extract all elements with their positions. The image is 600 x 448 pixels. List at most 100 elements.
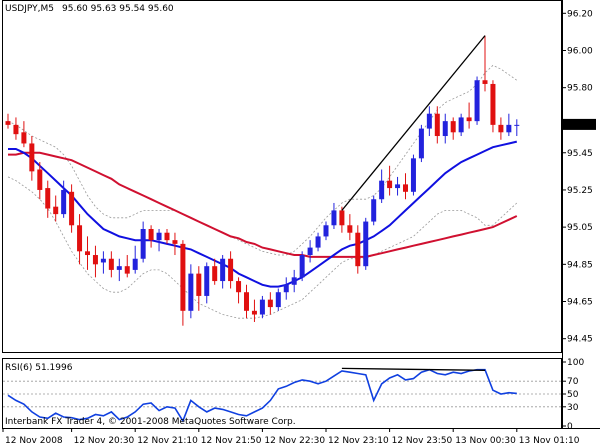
price-tick-label: 94.45 xyxy=(567,335,593,345)
time-tick-label: 12 Nov 23:50 xyxy=(392,436,453,446)
candle xyxy=(418,124,424,163)
price-badge-text: 95.60 xyxy=(567,121,593,131)
candle-body xyxy=(514,124,520,126)
candle-body xyxy=(442,121,448,137)
candle xyxy=(307,240,313,263)
candle xyxy=(450,117,456,140)
candle xyxy=(506,113,512,137)
candle-body xyxy=(220,258,226,282)
candle xyxy=(466,102,472,129)
candle-body xyxy=(275,292,281,308)
price-tick-label: 95.80 xyxy=(567,84,593,94)
candle xyxy=(116,258,122,282)
candle-body xyxy=(291,277,297,285)
rsi-tick-label: 50 xyxy=(567,390,579,400)
moving-averages xyxy=(8,140,518,288)
candle-body xyxy=(323,225,329,237)
candle-body xyxy=(212,266,218,282)
candle xyxy=(244,284,249,319)
candle-body xyxy=(363,221,369,267)
candle-body xyxy=(5,121,11,125)
candle xyxy=(132,245,138,274)
fast-ma-line xyxy=(8,140,518,288)
price-panel-frame xyxy=(2,0,562,353)
candle-body xyxy=(331,210,337,226)
candle xyxy=(339,206,345,233)
candle-body xyxy=(474,80,480,122)
candle-body xyxy=(140,228,146,259)
candle xyxy=(403,173,408,200)
candle-body xyxy=(37,169,43,190)
candle-body xyxy=(45,188,51,209)
candle-body xyxy=(156,232,162,241)
price-tick-label: 95.45 xyxy=(567,149,593,159)
rsi-tick-label: 70 xyxy=(567,377,579,387)
candle-body xyxy=(379,180,385,200)
candle-body xyxy=(29,143,35,172)
candle xyxy=(228,251,234,289)
price-trendline xyxy=(341,35,486,211)
rsi-axis: 100 70 50 30 0 xyxy=(3,358,584,432)
candle-body xyxy=(506,124,512,133)
candle xyxy=(251,299,257,322)
trendline-layer[interactable] xyxy=(341,35,486,211)
candle-body xyxy=(204,266,210,296)
candle-body xyxy=(259,299,265,315)
candle xyxy=(85,236,90,270)
price-tick-label: 96.20 xyxy=(567,9,593,19)
candle xyxy=(172,232,178,256)
candle-body xyxy=(498,124,504,133)
candle xyxy=(61,180,67,218)
rsi-line xyxy=(7,368,517,423)
candle-body xyxy=(236,281,242,293)
candle xyxy=(29,136,35,181)
candle-body xyxy=(196,273,202,296)
candle xyxy=(37,162,43,200)
candle-body xyxy=(100,258,106,263)
candle xyxy=(212,258,218,285)
candle-body xyxy=(69,191,75,226)
candle-body xyxy=(355,232,361,267)
candle xyxy=(164,228,170,244)
price-tick-label: 96.00 xyxy=(567,46,593,56)
candle xyxy=(387,165,393,196)
candle xyxy=(140,221,146,263)
candle-body xyxy=(228,258,234,282)
candle-body xyxy=(490,83,496,125)
rsi-tick-label: 0 xyxy=(567,422,573,432)
candle xyxy=(259,295,265,319)
candle-body xyxy=(426,113,432,129)
candle-body xyxy=(188,273,194,311)
candle-body xyxy=(164,232,170,241)
candle xyxy=(77,214,83,265)
candle xyxy=(156,228,162,252)
candle xyxy=(331,202,337,229)
candle-body xyxy=(403,184,408,192)
copyright-label: Interbank FX Trader 4, © 2001-2008 MetaQ… xyxy=(5,417,296,427)
candle xyxy=(283,277,289,300)
candle-body xyxy=(92,255,98,265)
candle xyxy=(315,232,321,252)
candle-body xyxy=(61,189,67,215)
rsi-indicator xyxy=(7,367,517,423)
candle-body xyxy=(466,117,472,122)
candle-body xyxy=(148,228,154,241)
candle xyxy=(291,269,297,293)
candle xyxy=(514,119,520,137)
candle xyxy=(395,176,401,196)
candle xyxy=(275,288,281,311)
candle-body xyxy=(418,128,424,159)
rsi-trendline xyxy=(341,367,486,371)
candle-body xyxy=(482,80,488,84)
candle xyxy=(267,292,273,315)
candle-body xyxy=(77,225,83,252)
price-tick-label: 94.85 xyxy=(567,260,593,270)
price-tick-label: 94.65 xyxy=(567,298,593,308)
candle-body xyxy=(434,113,440,137)
candle xyxy=(148,225,154,248)
candle-body xyxy=(180,243,186,311)
candle-body xyxy=(85,251,90,256)
candle xyxy=(92,245,98,278)
